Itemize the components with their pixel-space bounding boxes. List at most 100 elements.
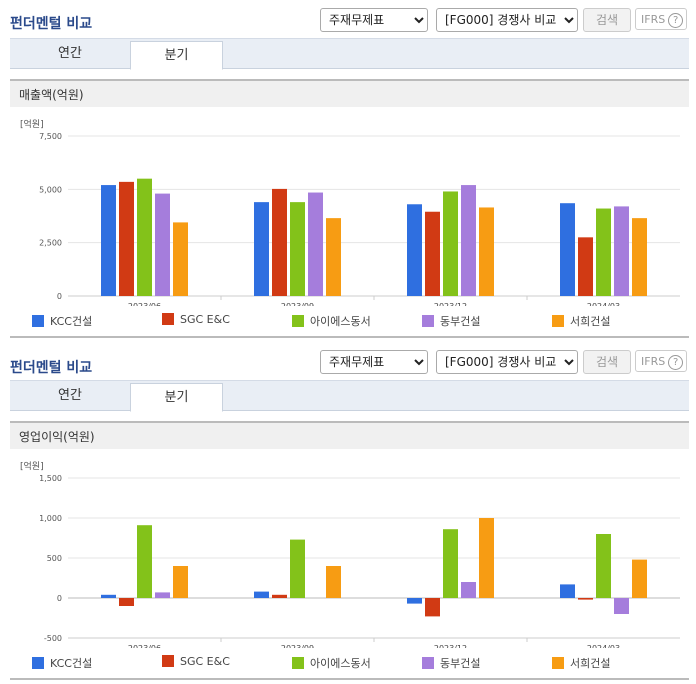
help-icon: ? <box>668 355 684 370</box>
y-tick-label: 7,500 <box>39 132 62 141</box>
legend-item[interactable]: 동부건설 <box>422 655 480 671</box>
x-tick-label: 2023/12 <box>434 302 467 306</box>
tab-quarterly[interactable]: 분기 <box>130 383 223 412</box>
bar <box>560 203 575 296</box>
bar <box>119 181 134 296</box>
legend-swatch <box>292 657 304 669</box>
chart-legend: KCC건설 SGC E&C 아이에스동서 동부건설 서희건설 <box>32 313 682 329</box>
legend-item[interactable]: 동부건설 <box>422 313 480 329</box>
bar <box>272 594 287 598</box>
bar <box>578 598 593 600</box>
legend-label: 동부건설 <box>440 657 481 670</box>
period-tabs: 연간 분기 <box>10 380 689 412</box>
bar <box>326 566 341 598</box>
bar <box>578 237 593 296</box>
y-tick-label: 2,500 <box>39 239 62 248</box>
ifrs-button[interactable]: IFRS? <box>635 8 687 30</box>
bar <box>596 208 611 296</box>
bar <box>596 534 611 598</box>
x-tick-label: 2023/06 <box>128 302 161 306</box>
unit-label: [억원] <box>20 462 44 472</box>
bar <box>254 591 269 598</box>
legend-item[interactable]: 아이에스동서 <box>292 313 371 329</box>
search-button[interactable]: 검색 <box>583 350 631 374</box>
x-tick-label: 2023/12 <box>434 644 467 648</box>
bar <box>326 218 341 296</box>
legend-item[interactable]: SGC E&C <box>162 655 230 668</box>
legend-swatch <box>422 657 434 669</box>
legend-label: 아이에스동서 <box>310 315 371 328</box>
x-tick-label: 2024/03 <box>587 302 620 306</box>
search-button[interactable]: 검색 <box>583 8 631 32</box>
section-title: 펀더멘털 비교 <box>10 16 93 32</box>
tab-annual[interactable]: 연간 <box>58 388 82 403</box>
y-tick-label: 0 <box>57 594 62 603</box>
bar <box>443 191 458 296</box>
statement-type-select[interactable]: 주재무제표 <box>320 8 428 32</box>
bar <box>614 598 629 614</box>
legend-swatch <box>552 657 564 669</box>
section-divider <box>10 336 689 338</box>
legend-item[interactable]: 서희건설 <box>552 655 610 671</box>
bar <box>173 222 188 296</box>
legend-item[interactable]: KCC건설 <box>32 313 92 329</box>
bar <box>272 188 287 296</box>
bar <box>101 594 116 598</box>
legend-swatch <box>32 657 44 669</box>
bar <box>407 598 422 604</box>
bar <box>461 185 476 296</box>
bar <box>479 207 494 296</box>
legend-swatch <box>422 315 434 327</box>
tab-annual[interactable]: 연간 <box>58 46 82 61</box>
y-tick-label: -500 <box>44 634 62 643</box>
compare-group-select[interactable]: [FG000] 경쟁사 비교 <box>436 350 578 374</box>
section-divider <box>10 678 689 680</box>
legend-item[interactable]: SGC E&C <box>162 313 230 326</box>
bar <box>632 218 647 296</box>
y-tick-label: 1,000 <box>39 514 62 523</box>
operating-profit-chart: -500 0 500 1,000 1,500 2023/06 2023/09 2023/12 2… <box>39 474 680 648</box>
bar <box>155 193 170 296</box>
legend-swatch <box>552 315 564 327</box>
period-tabs: 연간 분기 <box>10 38 689 70</box>
x-tick-label: 2023/09 <box>281 644 314 648</box>
legend-label: KCC건설 <box>50 657 93 670</box>
bar <box>290 539 305 598</box>
bar <box>119 598 134 606</box>
bar <box>560 584 575 598</box>
unit-label: [억원] <box>20 120 44 130</box>
x-tick-label: 2023/09 <box>281 302 314 306</box>
statement-type-select[interactable]: 주재무제표 <box>320 350 428 374</box>
legend-swatch <box>292 315 304 327</box>
bar <box>443 529 458 598</box>
legend-swatch <box>162 313 174 325</box>
bar <box>407 204 422 296</box>
legend-item[interactable]: 아이에스동서 <box>292 655 371 671</box>
bar <box>155 592 170 598</box>
section-title: 펀더멘털 비교 <box>10 360 93 376</box>
bar <box>137 525 152 598</box>
legend-swatch <box>32 315 44 327</box>
bar <box>173 566 188 598</box>
ifrs-button[interactable]: IFRS? <box>635 350 687 372</box>
bar <box>425 598 440 617</box>
x-tick-label: 2023/06 <box>128 644 161 648</box>
revenue-chart: 0 2,500 5,000 7,500 2023/06 2023/09 2023/12 202… <box>39 132 680 306</box>
legend-label: 서희건설 <box>570 657 611 670</box>
legend-item[interactable]: 서희건설 <box>552 313 610 329</box>
x-tick-label: 2024/03 <box>587 644 620 648</box>
legend-label: SGC E&C <box>180 655 230 668</box>
tab-quarterly[interactable]: 분기 <box>130 41 223 70</box>
ifrs-label: IFRS <box>641 355 666 368</box>
bar <box>614 206 629 296</box>
legend-item[interactable]: KCC건설 <box>32 655 92 671</box>
legend-label: SGC E&C <box>180 313 230 326</box>
bar <box>461 582 476 598</box>
compare-group-select[interactable]: [FG000] 경쟁사 비교 <box>436 8 578 32</box>
legend-swatch <box>162 655 174 667</box>
fundamental-section-revenue: 펀더멘털 비교 주재무제표 [FG000] 경쟁사 비교 검색 IFRS? 연간… <box>10 8 689 338</box>
help-icon: ? <box>668 13 684 28</box>
bar <box>290 202 305 296</box>
y-tick-label: 1,500 <box>39 474 62 483</box>
bar <box>254 202 269 296</box>
